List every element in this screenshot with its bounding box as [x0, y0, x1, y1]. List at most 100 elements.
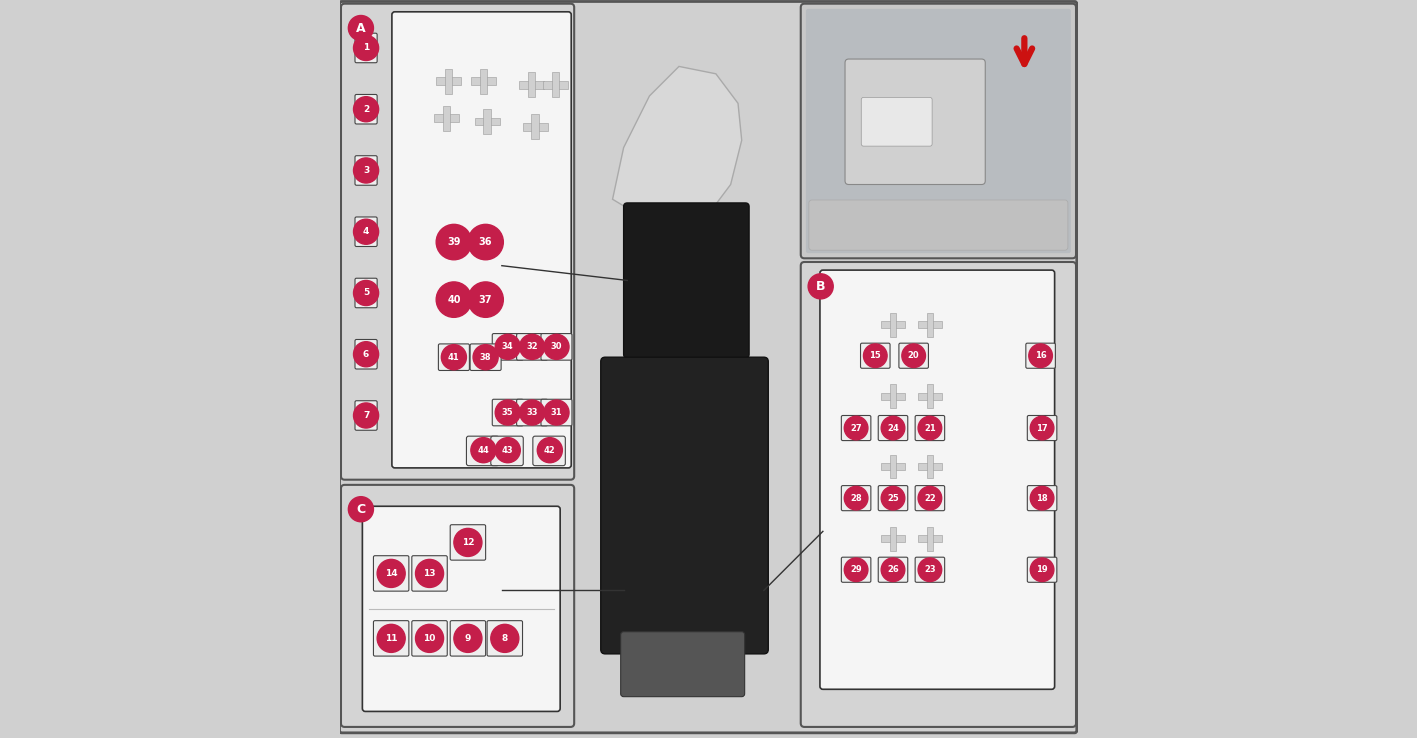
FancyBboxPatch shape — [444, 106, 451, 131]
Circle shape — [453, 624, 482, 652]
FancyBboxPatch shape — [487, 621, 523, 656]
Circle shape — [353, 403, 378, 428]
FancyBboxPatch shape — [842, 557, 871, 582]
FancyBboxPatch shape — [470, 344, 502, 370]
Text: 15: 15 — [870, 351, 881, 360]
Circle shape — [881, 486, 905, 510]
FancyBboxPatch shape — [927, 313, 934, 337]
FancyBboxPatch shape — [541, 334, 572, 360]
FancyBboxPatch shape — [881, 393, 905, 400]
Circle shape — [353, 158, 378, 183]
FancyBboxPatch shape — [879, 486, 908, 511]
Text: 43: 43 — [502, 446, 513, 455]
FancyBboxPatch shape — [412, 621, 448, 656]
Text: 34: 34 — [502, 342, 513, 351]
Circle shape — [490, 624, 519, 652]
FancyBboxPatch shape — [483, 109, 490, 134]
Text: 31: 31 — [551, 408, 563, 417]
FancyBboxPatch shape — [527, 72, 536, 97]
FancyBboxPatch shape — [531, 114, 538, 139]
FancyBboxPatch shape — [553, 72, 560, 97]
Circle shape — [537, 438, 563, 463]
Circle shape — [881, 558, 905, 582]
FancyBboxPatch shape — [519, 81, 544, 89]
Text: 28: 28 — [850, 494, 862, 503]
Text: 27: 27 — [850, 424, 862, 432]
FancyBboxPatch shape — [445, 69, 452, 94]
FancyBboxPatch shape — [341, 4, 574, 480]
Circle shape — [436, 282, 472, 317]
Circle shape — [881, 416, 905, 440]
Circle shape — [353, 219, 378, 244]
Circle shape — [436, 224, 472, 260]
Text: 10: 10 — [424, 634, 435, 643]
Text: 29: 29 — [850, 565, 862, 574]
Circle shape — [901, 344, 925, 368]
FancyBboxPatch shape — [918, 536, 942, 542]
FancyBboxPatch shape — [842, 415, 871, 441]
Text: 19: 19 — [1036, 565, 1049, 574]
FancyBboxPatch shape — [451, 621, 486, 656]
FancyBboxPatch shape — [523, 123, 547, 131]
Circle shape — [495, 334, 520, 359]
Circle shape — [863, 344, 887, 368]
FancyBboxPatch shape — [490, 436, 523, 466]
Circle shape — [415, 559, 444, 587]
FancyBboxPatch shape — [356, 217, 377, 246]
FancyBboxPatch shape — [340, 1, 1077, 733]
FancyBboxPatch shape — [1027, 486, 1057, 511]
Text: 9: 9 — [465, 634, 470, 643]
FancyBboxPatch shape — [533, 436, 565, 466]
Text: 12: 12 — [462, 538, 475, 547]
Circle shape — [353, 97, 378, 122]
FancyBboxPatch shape — [356, 94, 377, 124]
Text: 14: 14 — [385, 569, 398, 578]
Text: B: B — [816, 280, 826, 293]
FancyBboxPatch shape — [517, 334, 547, 360]
Circle shape — [845, 486, 867, 510]
Text: 32: 32 — [526, 342, 538, 351]
Text: 13: 13 — [424, 569, 436, 578]
FancyBboxPatch shape — [1026, 343, 1056, 368]
FancyBboxPatch shape — [915, 486, 945, 511]
Circle shape — [1030, 486, 1054, 510]
FancyBboxPatch shape — [879, 415, 908, 441]
Circle shape — [918, 558, 942, 582]
FancyBboxPatch shape — [806, 9, 1071, 253]
Text: 16: 16 — [1034, 351, 1047, 360]
FancyBboxPatch shape — [621, 632, 745, 697]
Circle shape — [845, 416, 867, 440]
Text: 20: 20 — [908, 351, 920, 360]
Text: C: C — [356, 503, 366, 516]
Circle shape — [377, 559, 405, 587]
FancyBboxPatch shape — [356, 156, 377, 185]
FancyBboxPatch shape — [927, 527, 934, 551]
Text: 3: 3 — [363, 166, 370, 175]
Circle shape — [918, 416, 942, 440]
FancyBboxPatch shape — [356, 339, 377, 369]
FancyBboxPatch shape — [915, 557, 945, 582]
FancyBboxPatch shape — [438, 344, 469, 370]
Text: 42: 42 — [544, 446, 555, 455]
Circle shape — [349, 497, 374, 522]
FancyBboxPatch shape — [918, 322, 942, 328]
FancyBboxPatch shape — [436, 77, 462, 85]
FancyBboxPatch shape — [820, 270, 1054, 689]
Text: 11: 11 — [385, 634, 397, 643]
Text: 39: 39 — [448, 237, 461, 247]
Circle shape — [377, 624, 405, 652]
Polygon shape — [612, 66, 741, 229]
FancyBboxPatch shape — [879, 557, 908, 582]
FancyBboxPatch shape — [434, 114, 459, 122]
FancyBboxPatch shape — [623, 203, 750, 358]
Circle shape — [441, 345, 466, 370]
Text: 25: 25 — [887, 494, 898, 503]
Circle shape — [353, 35, 378, 61]
Text: 36: 36 — [479, 237, 492, 247]
Circle shape — [495, 438, 520, 463]
FancyBboxPatch shape — [927, 455, 934, 478]
Text: 6: 6 — [363, 350, 370, 359]
Circle shape — [453, 528, 482, 556]
Text: 7: 7 — [363, 411, 370, 420]
FancyBboxPatch shape — [890, 384, 897, 408]
